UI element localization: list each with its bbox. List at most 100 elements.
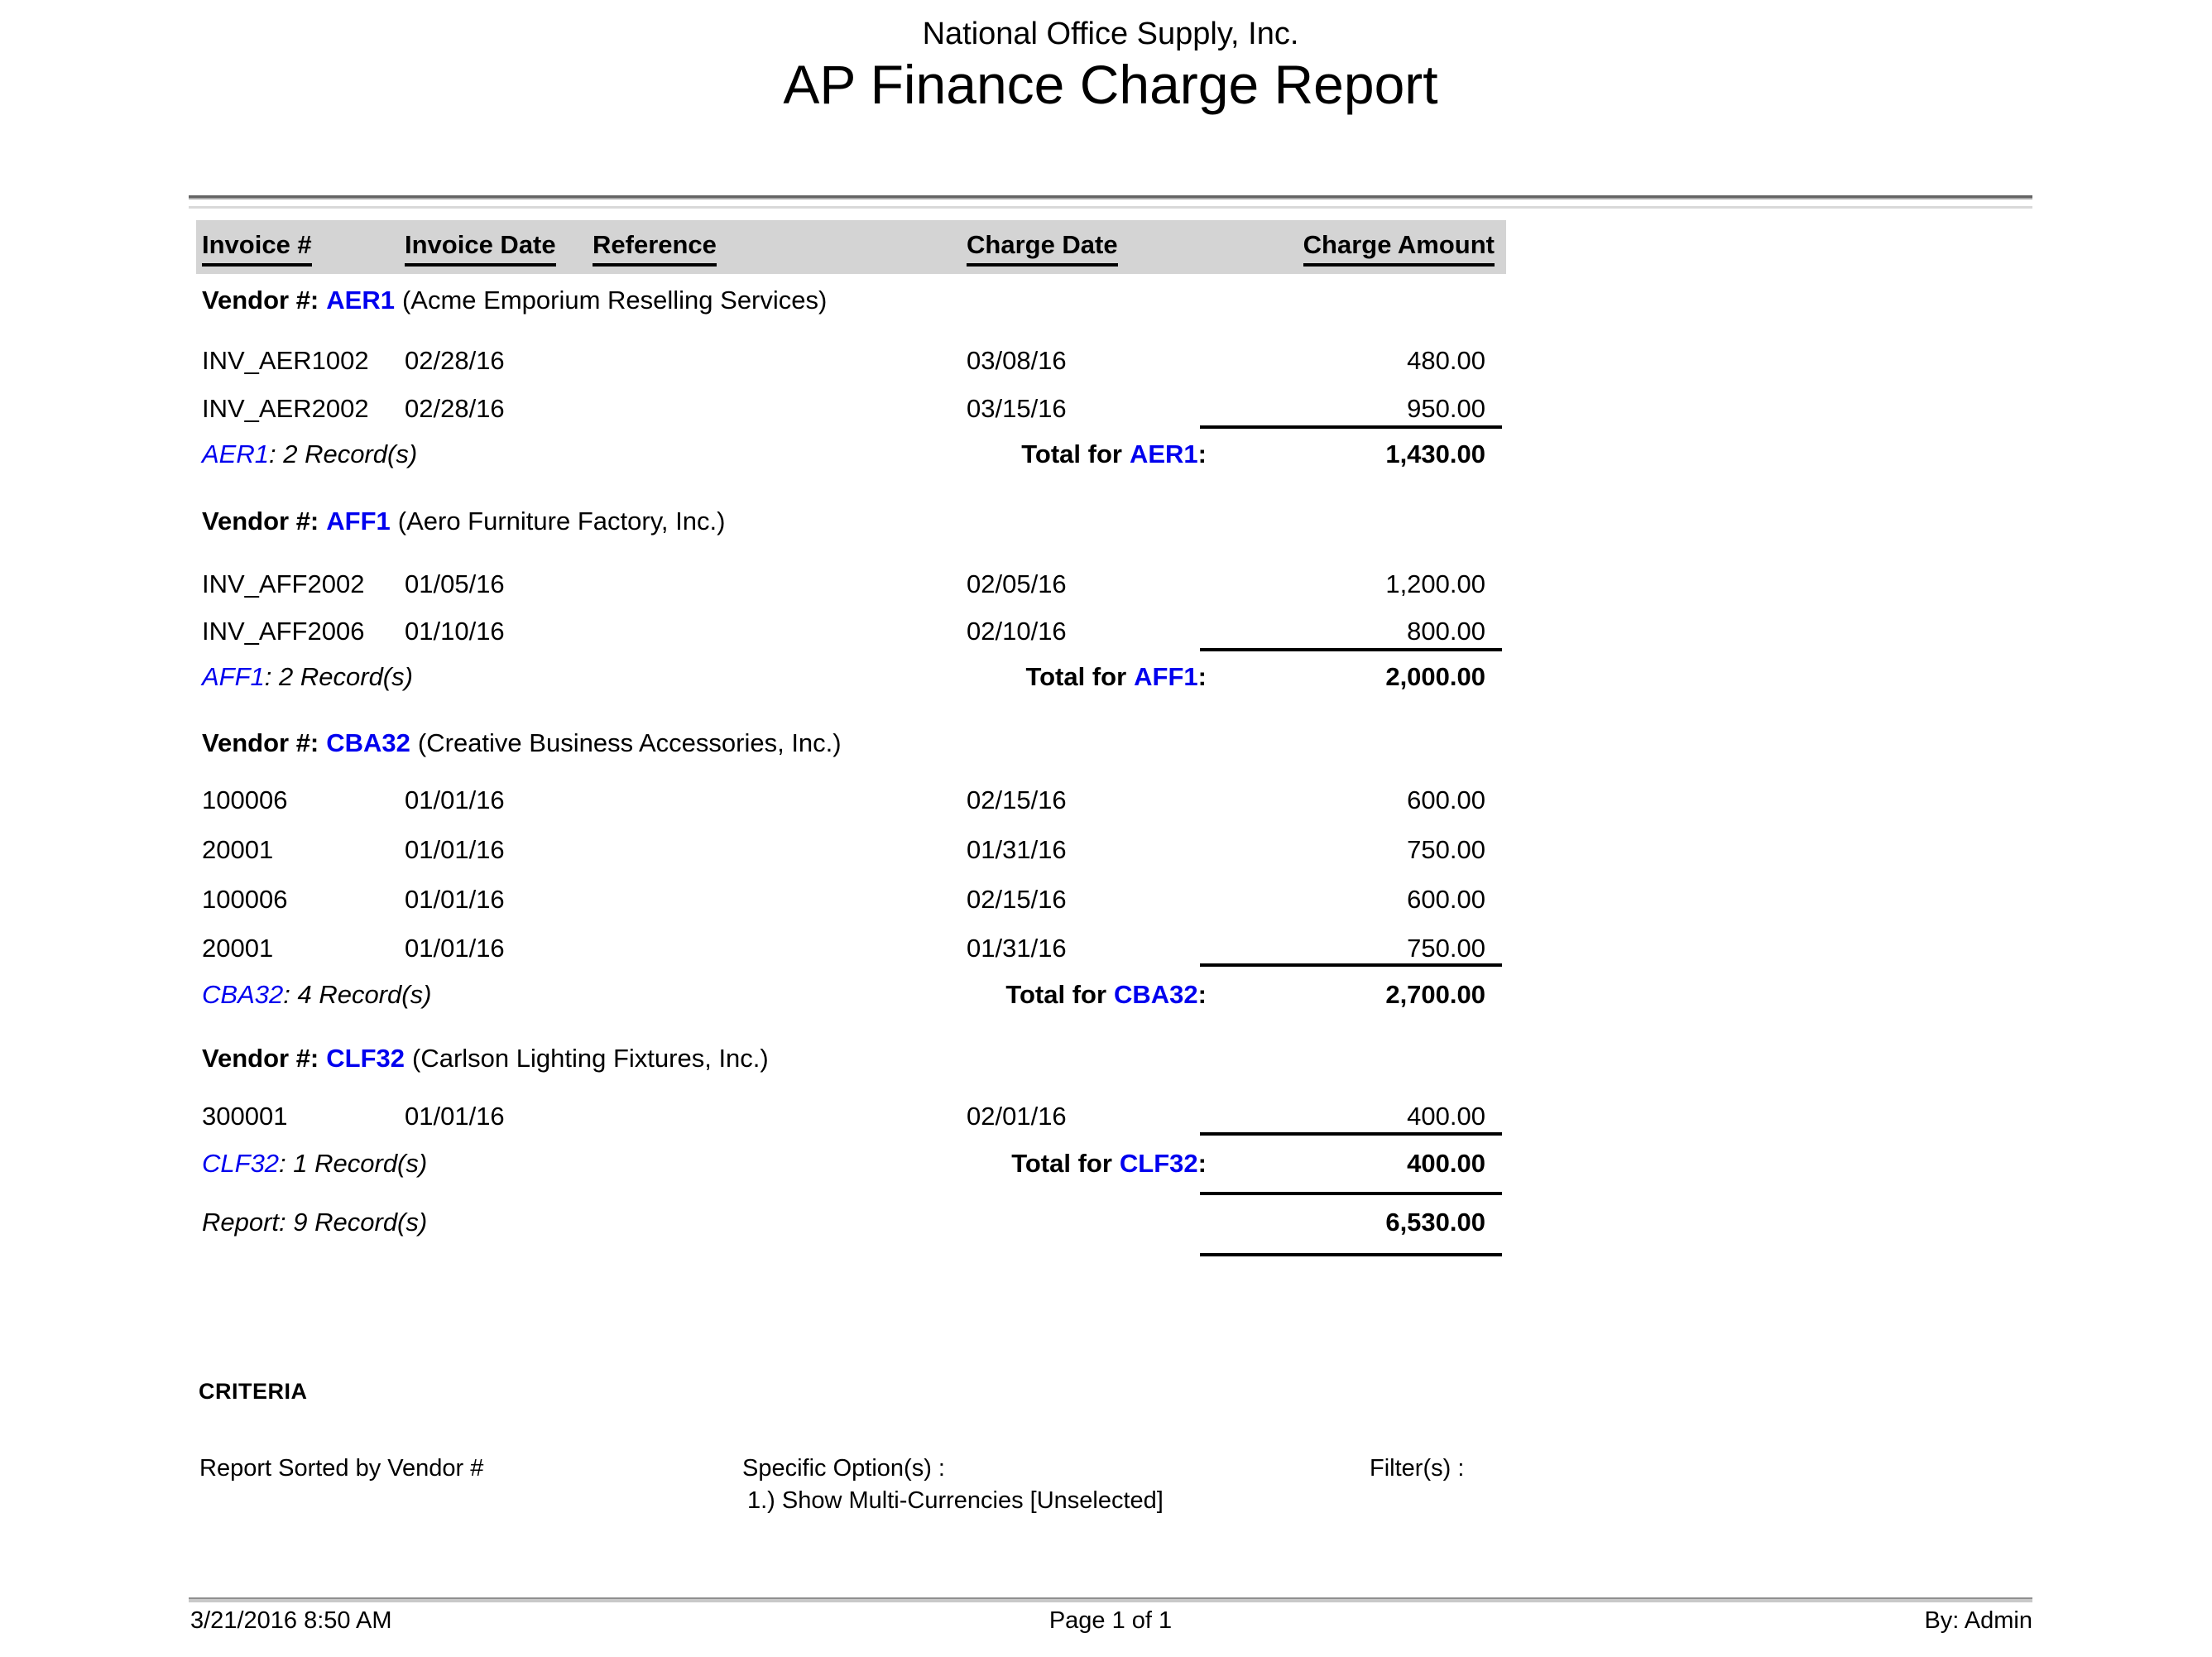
title-separator-light bbox=[189, 206, 2032, 209]
cell-charge-date: 01/31/16 bbox=[967, 934, 1067, 963]
record-count: : 2 Record(s) bbox=[268, 439, 418, 468]
col-header-invoice-date: Invoice Date bbox=[405, 230, 556, 267]
total-for-label: Total for bbox=[1021, 439, 1122, 468]
report-total-rule-top bbox=[1200, 1192, 1502, 1195]
table-header-bar: Invoice # Invoice Date Reference Charge … bbox=[196, 220, 1506, 274]
col-header-charge-amount: Charge Amount bbox=[1303, 230, 1495, 267]
footer-page: Page 1 of 1 bbox=[1048, 1607, 1173, 1634]
cell-invoice: 20001 bbox=[202, 934, 274, 963]
colon: : bbox=[1197, 439, 1207, 468]
vendor-label: Vendor #: bbox=[202, 286, 319, 315]
cell-invoice: 300001 bbox=[202, 1102, 288, 1131]
cell-invoice-date: 02/28/16 bbox=[405, 346, 505, 375]
col-header-reference: Reference bbox=[593, 230, 717, 267]
company-name: National Office Supply, Inc. bbox=[922, 17, 1299, 51]
title-separator-dark bbox=[189, 195, 2032, 199]
col-header-charge-date: Charge Date bbox=[967, 230, 1118, 267]
vendor-code-link[interactable]: AER1 bbox=[326, 286, 395, 315]
vendor-name: (Creative Business Accessories, Inc.) bbox=[417, 728, 842, 757]
cell-charge-date: 03/15/16 bbox=[967, 394, 1067, 423]
criteria-filters-label: Filter(s) : bbox=[1370, 1455, 1465, 1482]
report-total-amount: 6,530.00 bbox=[1385, 1208, 1485, 1237]
cell-invoice-date: 01/01/16 bbox=[405, 835, 505, 864]
vendor-code-link[interactable]: CBA32 bbox=[202, 980, 284, 1009]
vendor-code-link[interactable]: CLF32 bbox=[202, 1149, 280, 1178]
report-record-count: Report: 9 Record(s) bbox=[202, 1208, 428, 1237]
criteria-sorted-by: Report Sorted by Vendor # bbox=[199, 1455, 484, 1482]
vendor-total-amount: 2,700.00 bbox=[1385, 980, 1485, 1009]
record-count: : 4 Record(s) bbox=[283, 980, 432, 1009]
cell-invoice: INV_AFF2006 bbox=[202, 617, 365, 646]
vendor-code-link[interactable]: AER1 bbox=[1129, 439, 1198, 468]
cell-invoice: INV_AER1002 bbox=[202, 346, 369, 375]
cell-amount: 600.00 bbox=[1407, 885, 1485, 914]
cell-charge-date: 02/10/16 bbox=[967, 617, 1067, 646]
cell-invoice: 20001 bbox=[202, 835, 274, 864]
subtotal-rule bbox=[1200, 648, 1502, 651]
total-for-label: Total for bbox=[1025, 662, 1127, 691]
criteria-heading: CRITERIA bbox=[199, 1379, 308, 1404]
vendor-code-link[interactable]: AFF1 bbox=[202, 662, 265, 691]
vendor-total-amount: 400.00 bbox=[1407, 1149, 1485, 1178]
vendor-name: (Acme Emporium Reselling Services) bbox=[401, 286, 828, 315]
cell-charge-date: 01/31/16 bbox=[967, 835, 1067, 864]
colon: : bbox=[1197, 980, 1207, 1009]
report-total-rule-bottom bbox=[1200, 1253, 1502, 1256]
cell-invoice: 100006 bbox=[202, 785, 288, 814]
vendor-code-link[interactable]: CLF32 bbox=[326, 1044, 405, 1073]
cell-amount: 750.00 bbox=[1407, 934, 1485, 963]
vendor-label: Vendor #: bbox=[202, 507, 319, 536]
vendor-name: (Carlson Lighting Fixtures, Inc.) bbox=[412, 1044, 769, 1073]
cell-amount: 800.00 bbox=[1407, 617, 1485, 646]
vendor-total-amount: 1,430.00 bbox=[1385, 439, 1485, 468]
criteria-specific-options-label: Specific Option(s) : bbox=[742, 1455, 945, 1482]
cell-invoice-date: 01/01/16 bbox=[405, 785, 505, 814]
vendor-label: Vendor #: bbox=[202, 1044, 319, 1073]
vendor-code-link[interactable]: AER1 bbox=[202, 439, 269, 468]
vendor-total-amount: 2,000.00 bbox=[1385, 662, 1485, 691]
subtotal-rule bbox=[1200, 963, 1502, 967]
cell-charge-date: 02/15/16 bbox=[967, 885, 1067, 914]
subtotal-rule bbox=[1200, 1132, 1502, 1136]
cell-charge-date: 03/08/16 bbox=[967, 346, 1067, 375]
cell-amount: 950.00 bbox=[1407, 394, 1485, 423]
criteria-specific-option-1: 1.) Show Multi-Currencies [Unselected] bbox=[747, 1487, 1164, 1514]
cell-amount: 600.00 bbox=[1407, 785, 1485, 814]
vendor-label: Vendor #: bbox=[202, 728, 319, 757]
page-title: AP Finance Charge Report bbox=[783, 54, 1438, 115]
cell-invoice-date: 01/05/16 bbox=[405, 569, 505, 598]
cell-invoice: INV_AER2002 bbox=[202, 394, 369, 423]
vendor-code-link[interactable]: AFF1 bbox=[326, 507, 391, 536]
cell-amount: 400.00 bbox=[1407, 1102, 1485, 1131]
colon: : bbox=[1197, 1149, 1207, 1178]
cell-charge-date: 02/15/16 bbox=[967, 785, 1067, 814]
cell-invoice-date: 01/10/16 bbox=[405, 617, 505, 646]
subtotal-rule bbox=[1200, 425, 1502, 429]
cell-invoice-date: 01/01/16 bbox=[405, 885, 505, 914]
vendor-code-link[interactable]: CBA32 bbox=[326, 728, 410, 757]
total-for-label: Total for bbox=[1005, 980, 1107, 1009]
cell-amount: 750.00 bbox=[1407, 835, 1485, 864]
vendor-code-link[interactable]: CLF32 bbox=[1119, 1149, 1198, 1178]
footer-datetime: 3/21/2016 8:50 AM bbox=[190, 1607, 392, 1634]
total-for-label: Total for bbox=[1011, 1149, 1112, 1178]
cell-invoice: INV_AFF2002 bbox=[202, 569, 365, 598]
record-count: : 2 Record(s) bbox=[264, 662, 413, 691]
footer-by: By: Admin bbox=[1924, 1607, 2032, 1634]
cell-invoice: 100006 bbox=[202, 885, 288, 914]
vendor-code-link[interactable]: AFF1 bbox=[1134, 662, 1198, 691]
col-header-invoice: Invoice # bbox=[202, 230, 312, 267]
colon: : bbox=[1197, 662, 1207, 691]
cell-amount: 1,200.00 bbox=[1385, 569, 1485, 598]
vendor-code-link[interactable]: CBA32 bbox=[1114, 980, 1198, 1009]
cell-invoice-date: 01/01/16 bbox=[405, 1102, 505, 1131]
cell-amount: 480.00 bbox=[1407, 346, 1485, 375]
vendor-name: (Aero Furniture Factory, Inc.) bbox=[397, 507, 726, 536]
cell-invoice-date: 01/01/16 bbox=[405, 934, 505, 963]
cell-charge-date: 02/01/16 bbox=[967, 1102, 1067, 1131]
footer-rule bbox=[189, 1597, 2032, 1602]
record-count: : 1 Record(s) bbox=[279, 1149, 428, 1178]
cell-invoice-date: 02/28/16 bbox=[405, 394, 505, 423]
cell-charge-date: 02/05/16 bbox=[967, 569, 1067, 598]
